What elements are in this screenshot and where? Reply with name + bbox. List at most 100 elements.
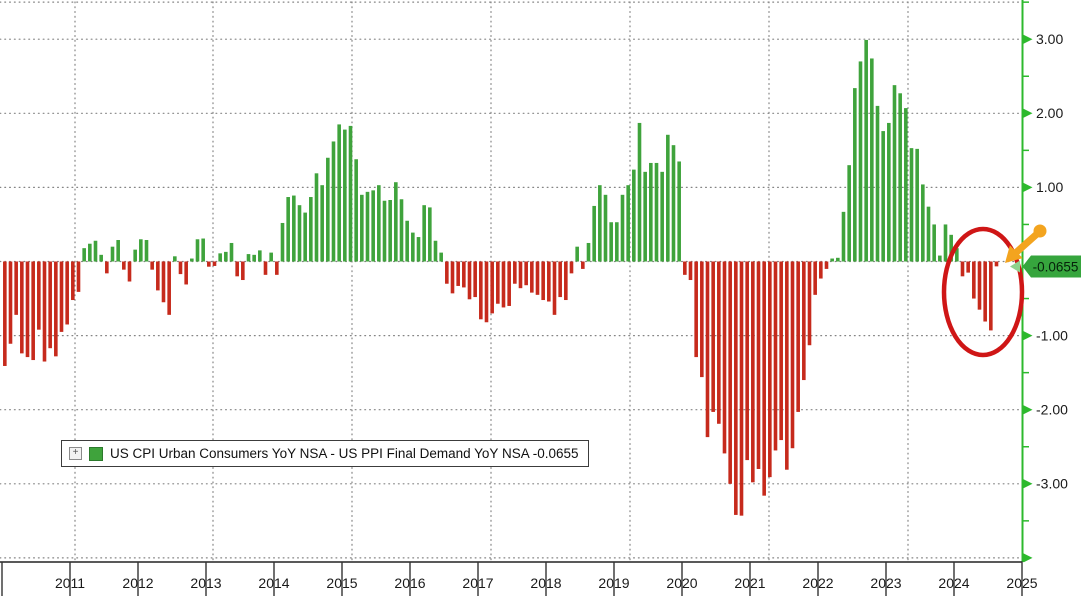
bar-2013-11 [195, 239, 200, 262]
y-axis-label: -1.00 [1036, 327, 1068, 343]
bar-2016-05 [365, 191, 370, 262]
badge-chevron-icon [1010, 260, 1020, 273]
bar-2011-08 [42, 261, 47, 362]
annotation-arrow-shaft [1011, 229, 1042, 257]
bar-2024-06 [915, 148, 919, 262]
bar-2020-12 [677, 161, 681, 262]
bar-2012-02 [76, 261, 81, 292]
bar-2018-03 [490, 261, 494, 314]
y-axis-label: 3.00 [1036, 31, 1063, 47]
bar-2022-12 [813, 261, 817, 295]
bar-2012-09 [116, 240, 120, 262]
bar-2021-11 [739, 261, 744, 516]
bar-2013-06 [167, 261, 171, 315]
bar-2012-11 [127, 261, 132, 282]
bar-2016-10 [394, 182, 398, 262]
bar-2022-11 [807, 261, 812, 346]
bar-2020-07 [649, 162, 653, 262]
bar-2025-02 [960, 261, 965, 277]
bar-2018-04 [496, 261, 500, 304]
bar-2014-04 [224, 251, 228, 262]
bar-2013-03 [150, 261, 154, 270]
bar-2011-03 [14, 261, 18, 315]
bar-2023-05 [841, 211, 846, 262]
bar-2021-06 [711, 261, 715, 412]
bar-2018-01 [479, 261, 483, 320]
bar-2019-12 [609, 222, 613, 262]
bar-2013-04 [156, 261, 160, 291]
bar-2012-01 [71, 261, 75, 301]
bar-2019-01 [547, 261, 551, 302]
bar-2021-07 [717, 261, 721, 424]
bar-2012-04 [88, 243, 92, 262]
bar-2015-02 [280, 222, 285, 262]
bar-2017-04 [428, 207, 432, 262]
bar-2012-12 [133, 249, 137, 262]
bar-2017-06 [439, 252, 443, 262]
bar-2013-08 [178, 261, 183, 275]
y-axis-tick-arrow [1023, 108, 1033, 118]
bar-2016-11 [399, 199, 404, 262]
bar-2014-02 [212, 261, 217, 266]
bar-2015-03 [286, 197, 290, 262]
bar-2019-03 [558, 261, 562, 298]
y-axis-tick-arrow [1023, 479, 1033, 489]
bar-2023-04 [836, 257, 840, 262]
bar-2017-01 [411, 232, 415, 262]
bar-2024-08 [926, 206, 931, 262]
bar-2025-04 [972, 261, 976, 299]
bar-2019-08 [586, 242, 591, 262]
bar-2023-10 [870, 58, 874, 262]
bar-2018-09 [524, 261, 528, 286]
bar-2011-09 [48, 261, 52, 349]
bar-2023-03 [830, 258, 834, 262]
bar-2015-01 [275, 261, 279, 275]
bar-2019-10 [598, 185, 602, 262]
bar-2024-01 [887, 122, 891, 262]
bar-2014-01 [207, 261, 211, 267]
bar-2017-08 [450, 261, 455, 294]
bar-2015-06 [303, 212, 307, 262]
bar-2016-02 [348, 125, 353, 262]
bar-2017-09 [456, 261, 460, 286]
bar-2014-11 [263, 261, 268, 275]
bar-2014-08 [246, 254, 251, 262]
bar-2025-08 [994, 261, 999, 267]
bar-2013-05 [161, 261, 166, 303]
bar-2013-02 [144, 240, 149, 262]
bar-2011-12 [65, 261, 69, 325]
bar-2011-01 [3, 261, 7, 366]
bar-2021-03 [694, 261, 698, 358]
bar-2016-06 [371, 190, 375, 262]
bar-2013-10 [190, 258, 194, 262]
bar-2011-10 [54, 261, 58, 357]
bar-2018-12 [541, 261, 545, 301]
bar-2025-01 [955, 248, 959, 262]
bar-2023-11 [875, 105, 880, 262]
legend-box[interactable]: + US CPI Urban Consumers YoY NSA - US PP… [61, 440, 589, 467]
bar-2019-09 [592, 205, 596, 262]
bar-2020-02 [620, 194, 625, 262]
bar-2024-04 [904, 108, 908, 262]
bar-2013-12 [201, 238, 205, 262]
bar-2022-09 [796, 261, 800, 412]
bar-2024-03 [898, 93, 902, 262]
bar-2011-04 [20, 261, 24, 354]
bar-2011-07 [37, 261, 41, 330]
bar-2024-02 [892, 85, 897, 262]
bar-2016-09 [388, 200, 392, 262]
bar-2017-03 [422, 205, 426, 262]
bar-2017-11 [467, 261, 472, 300]
bar-2020-04 [632, 169, 636, 262]
annotation-arrow-tail-dot [1033, 224, 1047, 238]
last-value-badge [1022, 255, 1081, 278]
bar-2015-05 [297, 205, 302, 262]
legend-collapse-icon[interactable]: + [69, 447, 82, 460]
y-axis-label: 2.00 [1036, 105, 1063, 121]
bar-2014-10 [258, 250, 262, 262]
bar-2015-10 [326, 157, 330, 262]
bar-2013-01 [139, 239, 143, 262]
highlight-ellipse-annotation [941, 226, 1025, 358]
bar-2021-10 [734, 261, 738, 515]
